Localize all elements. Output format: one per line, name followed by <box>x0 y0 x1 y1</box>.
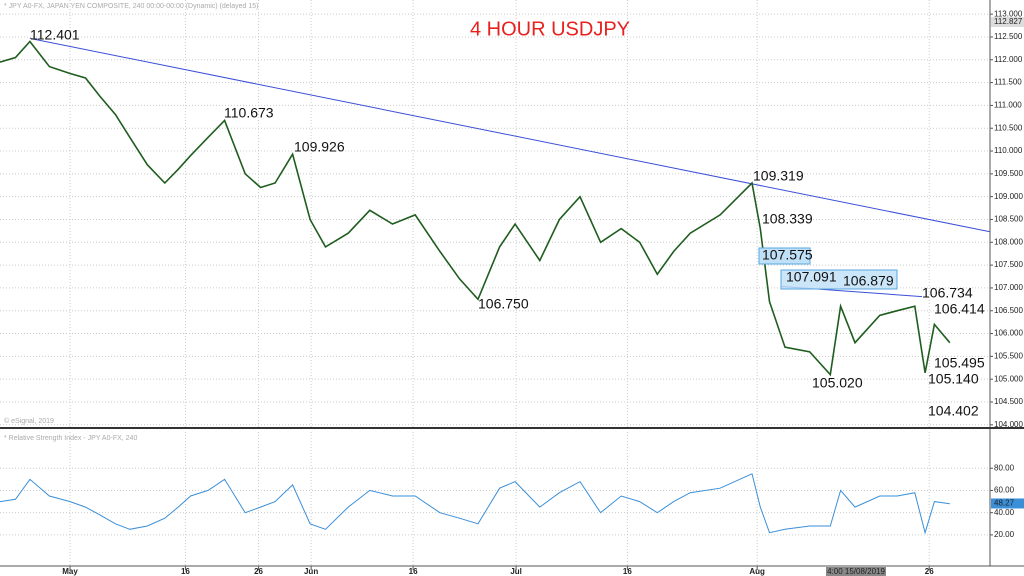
x-tick-label: 16 <box>409 567 418 576</box>
grid <box>0 0 990 566</box>
price-annotation: 106.750 <box>478 296 529 312</box>
y-tick-label: 112.000 <box>994 55 1023 64</box>
x-tick-label: 16 <box>623 567 632 576</box>
price-annotation: 110.673 <box>224 105 274 121</box>
y-tick-label: 104.000 <box>994 420 1023 429</box>
price-annotation: 106.879 <box>843 273 894 289</box>
panel-header: * JPY A0-FX, JAPAN YEN COMPOSITE, 240 00… <box>4 3 258 10</box>
chart-title: 4 HOUR USDJPY <box>470 18 630 40</box>
panel-header: * Relative Strength Index - JPY A0-FX, 2… <box>4 435 137 442</box>
price-marker-label: 48.27 <box>994 499 1015 508</box>
price-annotation: 104.402 <box>928 403 979 419</box>
price-marker <box>991 17 1024 28</box>
y-tick-label: 111.000 <box>994 101 1022 110</box>
y-tick-label: 20.00 <box>994 530 1015 539</box>
highlight-box <box>780 269 898 290</box>
y-tick-label: 111.500 <box>994 78 1022 87</box>
x-tick-label: Aug <box>749 567 765 576</box>
y-tick-label: 40.00 <box>994 508 1015 517</box>
y-tick-label: 113.000 <box>994 9 1023 18</box>
y-tick-label: 104.500 <box>994 397 1023 406</box>
trendline <box>29 37 991 233</box>
y-tick-label: 105.500 <box>994 351 1023 360</box>
y-tick-label: 106.000 <box>994 329 1023 338</box>
x-tick-label: May <box>62 567 78 576</box>
y-tick-label: 110.500 <box>994 123 1023 132</box>
price-annotation: 106.414 <box>934 301 985 317</box>
price-annotation: 107.575 <box>762 247 813 263</box>
price-annotation: 105.020 <box>812 375 863 391</box>
y-tick-label: 108.500 <box>994 215 1023 224</box>
price-marker <box>991 498 1024 509</box>
price-annotation: 106.734 <box>922 285 973 301</box>
x-tick-label: Jun <box>304 567 318 576</box>
y-tick-label: 107.500 <box>994 260 1023 269</box>
series-line <box>0 473 950 535</box>
x-tick-label: 26 <box>254 567 263 576</box>
y-tick-label: 106.500 <box>994 306 1023 315</box>
price-annotation: 109.319 <box>753 168 804 184</box>
price-annotation: 108.339 <box>762 211 813 227</box>
x-tick-label: Jul <box>510 567 522 576</box>
cursor-box <box>826 567 886 576</box>
x-tick-label: 26 <box>925 567 934 576</box>
price-marker-label: 112.827 <box>994 17 1023 26</box>
y-tick-label: 107.000 <box>994 283 1023 292</box>
source: © eSignal, 2019 <box>4 417 54 425</box>
highlight-box <box>758 247 811 265</box>
price-annotation: 112.401 <box>30 27 80 43</box>
cursor-label: 4:00 15/08/2019 <box>827 567 885 576</box>
price-annotation: 109.926 <box>294 139 345 155</box>
x-tick-label: 16 <box>181 567 190 576</box>
y-tick-label: 110.000 <box>994 146 1023 155</box>
price-annotation: 105.495 <box>934 355 985 371</box>
series-line <box>0 40 951 377</box>
y-tick-label: 108.000 <box>994 237 1023 246</box>
y-tick-label: 112.500 <box>994 32 1023 41</box>
price-annotation: 105.140 <box>928 371 979 387</box>
y-tick-label: 80.00 <box>994 463 1015 472</box>
y-tick-label: 105.000 <box>994 374 1023 383</box>
y-tick-label: 109.000 <box>994 192 1023 201</box>
price-annotation: 107.091 <box>786 269 837 285</box>
y-tick-label: 60.00 <box>994 486 1015 495</box>
y-tick-label: 109.500 <box>994 169 1023 178</box>
